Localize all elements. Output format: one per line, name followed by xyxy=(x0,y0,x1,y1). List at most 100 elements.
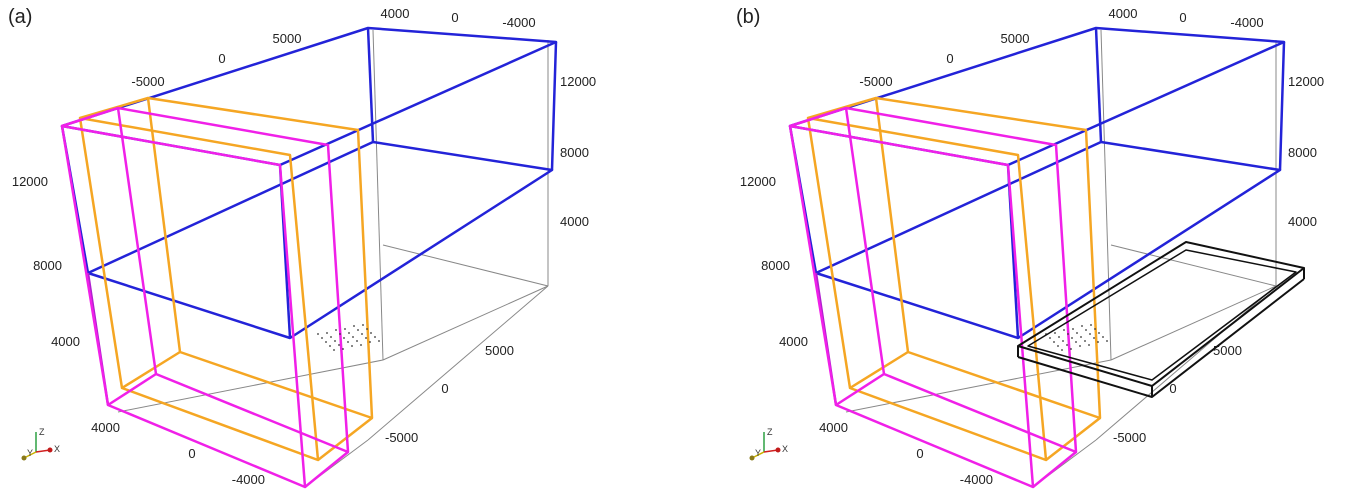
survey-footprint-inner xyxy=(1027,249,1297,381)
outer-box-edge-right xyxy=(1278,41,1286,171)
orientation-y-label: Y xyxy=(755,448,761,458)
tick-bottom-y: 5000 xyxy=(1213,343,1242,358)
array-dot xyxy=(374,336,376,338)
tick-bottom-x: 4000 xyxy=(819,420,848,435)
array-dot xyxy=(333,349,335,351)
tick-top-x: 4000 xyxy=(1109,6,1138,21)
tick-bottom-y: 0 xyxy=(1169,381,1176,396)
tick-top-y: 0 xyxy=(946,51,953,66)
orientation-z-label: Z xyxy=(767,427,773,437)
array-dot xyxy=(344,328,346,330)
magenta-frame-link-bottom-right xyxy=(304,451,349,488)
array-dot xyxy=(1061,349,1063,351)
array-dot xyxy=(1085,329,1087,331)
array-dot xyxy=(356,340,358,342)
tick-bottom-y: 5000 xyxy=(485,343,514,358)
array-dot xyxy=(1093,337,1095,339)
tick-top-x: -4000 xyxy=(1230,15,1263,30)
orange-frame-link-bottom-right xyxy=(317,417,373,461)
outer-box-edge-back xyxy=(366,27,375,143)
panel-a-3d-view: 4000 0 -4000 5000 0 -5000 12000 8000 4000 12000 80… xyxy=(12,6,596,489)
grid-line-vertical xyxy=(372,29,384,361)
array-dot xyxy=(1102,336,1104,338)
array-dot xyxy=(1071,337,1073,339)
grid-line-back xyxy=(1110,244,1277,287)
orientation-z-label: Z xyxy=(39,427,45,437)
array-dot xyxy=(1094,328,1096,330)
panel-b: (b) 4000 0 -4000 5000 0 -5000 12000 8000 4000 120… xyxy=(674,0,1347,491)
array-dot xyxy=(366,328,368,330)
array-dot xyxy=(1066,344,1068,346)
tick-left-z: 8000 xyxy=(761,258,790,273)
tick-top-x: 4000 xyxy=(381,6,410,21)
array-dot xyxy=(1062,340,1064,342)
tick-right-z: 4000 xyxy=(1288,214,1317,229)
array-dot xyxy=(1067,333,1069,335)
orientation-y-label: Y xyxy=(27,448,33,458)
array-dot xyxy=(1098,332,1100,334)
outer-box-edge-right xyxy=(550,41,558,171)
tick-top-y: 5000 xyxy=(273,31,302,46)
tick-top-y: -5000 xyxy=(131,74,164,89)
array-dot xyxy=(335,329,337,331)
tick-top-y: -5000 xyxy=(859,74,892,89)
magenta-frame-link-top xyxy=(789,106,847,128)
array-dot xyxy=(1080,336,1082,338)
tick-left-z: 12000 xyxy=(740,174,776,189)
orientation-x-label: X xyxy=(54,444,60,454)
array-dot xyxy=(378,340,380,342)
tick-bottom-y: -5000 xyxy=(385,430,418,445)
tick-right-z: 12000 xyxy=(560,74,596,89)
tick-top-x: -4000 xyxy=(502,15,535,30)
outer-box-top xyxy=(60,26,558,167)
orange-frame-link-bottom xyxy=(849,350,909,390)
array-dot xyxy=(343,337,345,339)
magenta-frame-link-top xyxy=(61,106,119,128)
grid-line-front-floor xyxy=(1095,285,1277,441)
panel-b-3d-view: 4000 0 -4000 5000 0 -5000 12000 8000 4000 12000 80… xyxy=(740,6,1324,489)
tick-bottom-x: 4000 xyxy=(91,420,120,435)
array-dot xyxy=(360,344,362,346)
array-dot xyxy=(362,324,364,326)
array-dot xyxy=(321,337,323,339)
array-dot xyxy=(1049,337,1051,339)
array-dot xyxy=(329,345,331,347)
array-dot xyxy=(1097,341,1099,343)
tick-top-y: 0 xyxy=(218,51,225,66)
array-dot xyxy=(1063,329,1065,331)
array-dot xyxy=(317,333,319,335)
orientation-y-dot xyxy=(749,455,755,461)
tick-top-x: 0 xyxy=(451,10,458,25)
survey-footprint-top xyxy=(1017,241,1305,387)
grid-line-vertical xyxy=(1100,29,1112,361)
array-dot xyxy=(325,341,327,343)
outer-box-edge-back xyxy=(1094,27,1103,143)
array-dot xyxy=(1079,345,1081,347)
array-dot xyxy=(1070,348,1072,350)
tick-left-z: 8000 xyxy=(33,258,62,273)
array-dot xyxy=(1084,340,1086,342)
grid-line-right-floor xyxy=(382,285,549,361)
array-dot xyxy=(342,348,344,350)
orange-frame-back xyxy=(146,96,374,420)
array-dot xyxy=(1075,341,1077,343)
array-dot xyxy=(357,329,359,331)
orientation-y-dot xyxy=(21,455,27,461)
array-dot xyxy=(1057,345,1059,347)
orientation-x-label: X xyxy=(782,444,788,454)
array-dot xyxy=(1076,332,1078,334)
panel-a: (a) 4000 0 -4000 5000 0 -5000 12000 8000 4000 120… xyxy=(8,6,596,489)
array-dot xyxy=(370,332,372,334)
array-dot xyxy=(330,336,332,338)
array-dot xyxy=(326,332,328,334)
tick-bottom-x: 0 xyxy=(916,446,923,461)
magenta-frame-link-bottom-right xyxy=(1032,451,1077,488)
array-dot xyxy=(347,341,349,343)
array-dot xyxy=(1090,324,1092,326)
array-dot xyxy=(1088,344,1090,346)
array-dot xyxy=(352,336,354,338)
tick-right-z: 8000 xyxy=(1288,145,1317,160)
orange-frame-back xyxy=(874,96,1102,420)
array-dot xyxy=(353,325,355,327)
array-dot xyxy=(338,344,340,346)
